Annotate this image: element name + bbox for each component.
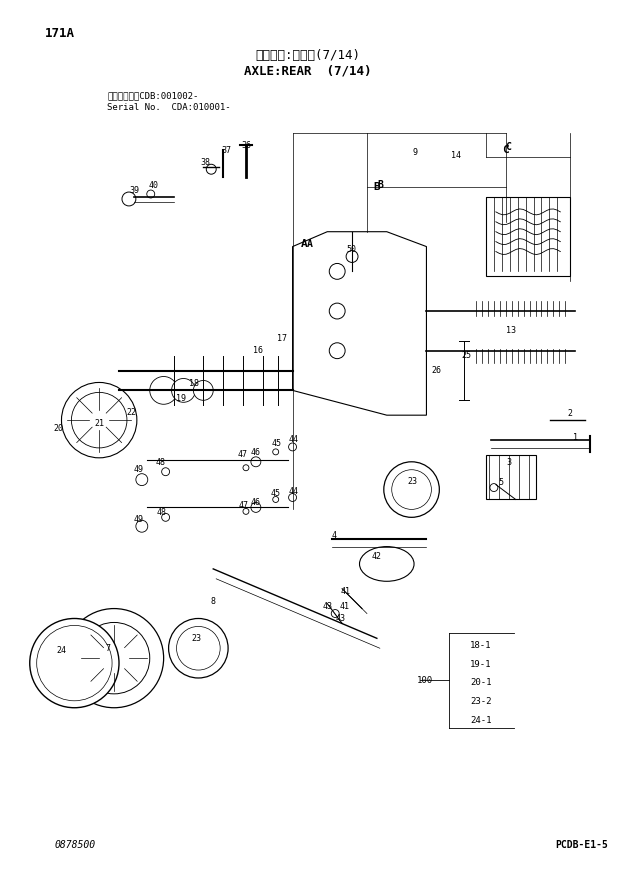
Circle shape	[172, 379, 195, 402]
Text: 38: 38	[200, 158, 210, 167]
Ellipse shape	[360, 546, 414, 581]
Circle shape	[162, 513, 170, 521]
Text: 9: 9	[412, 148, 417, 157]
Text: B: B	[377, 180, 383, 190]
Text: 44: 44	[288, 436, 299, 444]
Circle shape	[273, 497, 278, 503]
Bar	[486, 197, 570, 277]
Text: 18-1: 18-1	[470, 641, 492, 650]
Text: 2: 2	[568, 409, 573, 417]
Text: B: B	[373, 182, 380, 192]
Circle shape	[147, 190, 155, 198]
Text: 36: 36	[241, 141, 251, 150]
Bar	[486, 455, 536, 499]
Circle shape	[331, 609, 339, 617]
Text: 22: 22	[127, 408, 137, 416]
Text: 14: 14	[451, 151, 461, 160]
Circle shape	[288, 443, 296, 450]
Text: C: C	[502, 146, 509, 155]
Text: 41: 41	[339, 602, 349, 611]
Text: 23: 23	[407, 478, 417, 486]
Text: 20-1: 20-1	[470, 678, 492, 687]
Circle shape	[206, 164, 216, 175]
Text: 24-1: 24-1	[470, 716, 492, 725]
Text: 47: 47	[238, 450, 248, 459]
Circle shape	[30, 618, 119, 708]
Text: 23: 23	[192, 634, 202, 643]
Circle shape	[273, 449, 278, 455]
Text: C: C	[505, 142, 511, 153]
Text: 19-1: 19-1	[470, 660, 492, 669]
Circle shape	[346, 251, 358, 263]
Text: 48: 48	[157, 508, 167, 517]
Text: 45: 45	[271, 489, 281, 498]
Circle shape	[64, 608, 164, 708]
Text: 20: 20	[53, 423, 63, 432]
Text: 3: 3	[507, 458, 511, 467]
Circle shape	[251, 503, 261, 512]
Text: 40: 40	[149, 181, 159, 189]
Text: 46: 46	[251, 498, 261, 507]
Circle shape	[150, 376, 177, 404]
Text: 43: 43	[335, 614, 345, 623]
Polygon shape	[293, 231, 427, 416]
Text: 19: 19	[177, 394, 187, 402]
Text: 1: 1	[573, 434, 578, 443]
Circle shape	[78, 622, 150, 694]
Text: 8: 8	[211, 597, 216, 606]
Circle shape	[288, 493, 296, 501]
Circle shape	[251, 457, 261, 467]
Text: 49: 49	[134, 465, 144, 474]
Text: 0878500: 0878500	[55, 840, 95, 849]
Text: 46: 46	[251, 449, 261, 457]
Circle shape	[243, 508, 249, 514]
Circle shape	[490, 484, 498, 491]
Text: 100: 100	[417, 676, 433, 685]
Text: 適用号機　　CDB:001002-: 適用号機 CDB:001002-	[107, 92, 198, 100]
Circle shape	[61, 382, 137, 457]
Circle shape	[136, 520, 148, 533]
Text: 50: 50	[346, 245, 356, 254]
Text: PCDB-E1-5: PCDB-E1-5	[556, 840, 608, 849]
Text: 42: 42	[372, 553, 382, 561]
Text: 47: 47	[239, 501, 249, 510]
Text: 43: 43	[322, 602, 332, 611]
Text: 171A: 171A	[45, 27, 74, 40]
Text: 49: 49	[134, 515, 144, 524]
Text: 4: 4	[332, 531, 337, 540]
Text: AXLE:REAR  (7/14): AXLE:REAR (7/14)	[244, 65, 371, 78]
Text: A: A	[306, 238, 312, 249]
Circle shape	[162, 468, 170, 476]
Text: 13: 13	[506, 327, 516, 335]
Text: 39: 39	[130, 186, 140, 195]
Text: 16: 16	[253, 347, 263, 355]
Circle shape	[169, 618, 228, 678]
Text: 5: 5	[498, 478, 503, 487]
Circle shape	[243, 464, 249, 471]
Circle shape	[193, 381, 213, 401]
Circle shape	[329, 303, 345, 319]
Text: Serial No.  CDA:010001-: Serial No. CDA:010001-	[107, 103, 231, 113]
Text: アクスル:リヤ　(7/14): アクスル:リヤ (7/14)	[255, 49, 360, 62]
Text: 17: 17	[277, 334, 286, 343]
Text: 48: 48	[156, 458, 166, 467]
Text: 26: 26	[432, 366, 441, 375]
Text: 24: 24	[56, 646, 66, 655]
Text: 37: 37	[221, 146, 231, 155]
Text: 45: 45	[272, 439, 281, 449]
Circle shape	[136, 474, 148, 485]
Circle shape	[329, 264, 345, 279]
Circle shape	[122, 192, 136, 206]
Text: 18: 18	[189, 379, 200, 388]
Text: 25: 25	[461, 351, 471, 361]
Text: 7: 7	[105, 643, 110, 653]
Circle shape	[71, 392, 127, 448]
Text: A: A	[301, 238, 308, 249]
Circle shape	[329, 343, 345, 359]
Text: 44: 44	[288, 487, 299, 496]
Text: 41: 41	[340, 588, 350, 596]
Text: 21: 21	[94, 419, 104, 428]
Circle shape	[384, 462, 440, 518]
Text: 23-2: 23-2	[470, 698, 492, 706]
